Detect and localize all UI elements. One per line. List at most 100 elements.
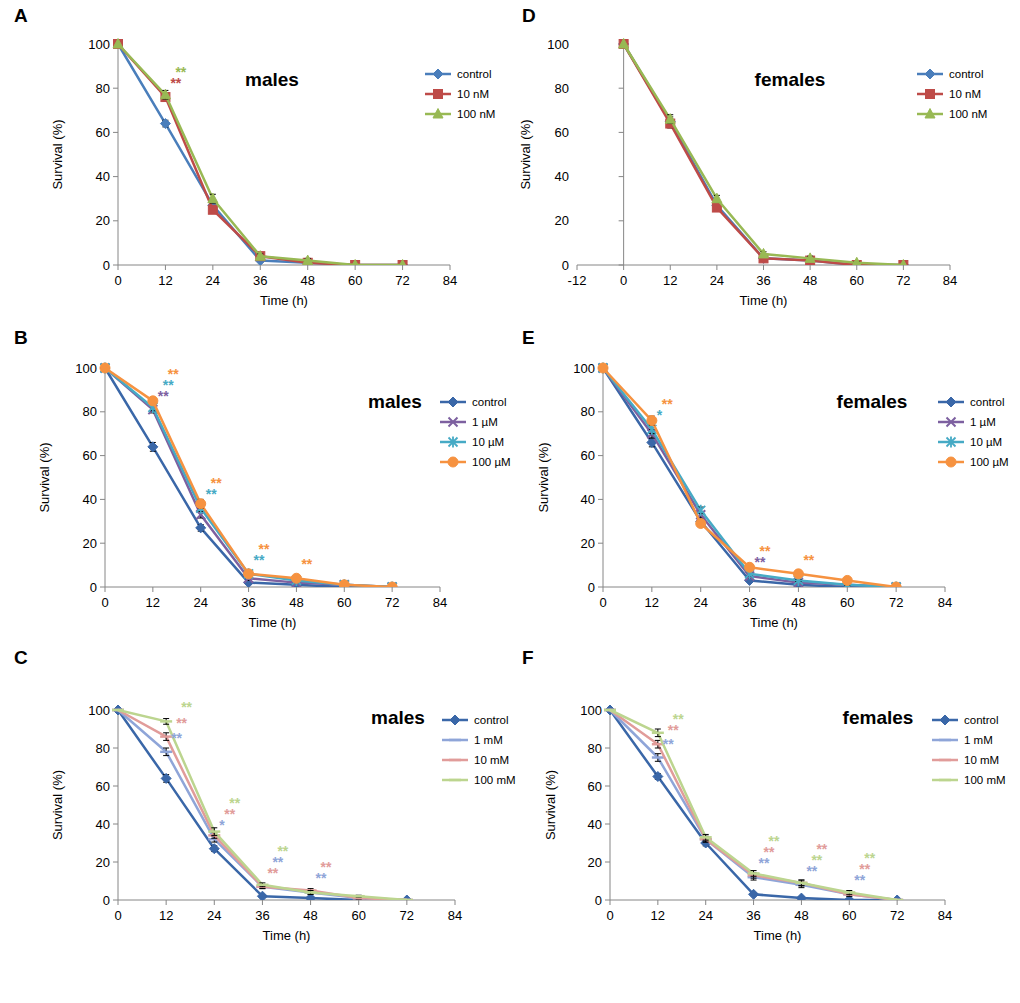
marker <box>101 364 110 373</box>
marker <box>209 844 219 854</box>
x-tick <box>355 265 356 270</box>
y-tick-label: 100 <box>573 361 595 376</box>
x-tick <box>896 587 897 592</box>
x-axis <box>610 900 945 901</box>
marker <box>793 569 803 579</box>
marker <box>842 575 852 585</box>
x-tick-label: 12 <box>651 908 665 923</box>
legend-line <box>932 739 958 742</box>
legend-marker <box>939 739 951 742</box>
marker <box>891 899 903 900</box>
y-tick-label: 40 <box>581 492 595 507</box>
x-tick-label: 60 <box>850 273 864 288</box>
marker <box>852 257 862 265</box>
x-tick-label: 12 <box>645 595 659 610</box>
y-tick-label: 80 <box>555 81 569 96</box>
marker <box>843 891 855 894</box>
legend-label: 100 mM <box>474 774 516 786</box>
y-tick-label: 80 <box>96 81 110 96</box>
x-tick <box>118 900 119 905</box>
legend-label: control <box>949 68 984 80</box>
marker <box>340 579 349 587</box>
y-tick-label: 60 <box>83 448 97 463</box>
marker <box>291 573 301 583</box>
plot-area <box>100 363 397 588</box>
y-axis <box>603 368 604 587</box>
marker <box>891 582 901 587</box>
marker <box>196 499 206 509</box>
marker <box>598 363 608 373</box>
x-tick-label: 24 <box>206 273 220 288</box>
legend-line <box>932 779 958 782</box>
x-axis-title: Time (h) <box>740 293 788 308</box>
x-axis-title: Time (h) <box>260 293 308 308</box>
x-tick-label: 60 <box>351 908 365 923</box>
series-line <box>118 44 403 265</box>
x-tick-label: 36 <box>756 273 770 288</box>
x-tick <box>798 587 799 592</box>
x-tick <box>260 265 261 270</box>
marker <box>796 893 806 900</box>
marker <box>160 89 170 99</box>
x-tick-label: 60 <box>840 595 854 610</box>
series-line <box>118 44 403 265</box>
y-tick <box>113 220 118 221</box>
marker <box>101 363 110 374</box>
legend-label: 1 µM <box>472 416 498 428</box>
panel: Ffemales012243648607284020406080100Time … <box>522 647 1006 943</box>
significance: ** <box>229 795 240 811</box>
y-tick <box>598 411 603 412</box>
x-tick-label: 84 <box>443 273 457 288</box>
legend-marker <box>449 418 458 427</box>
legend-marker <box>946 397 956 407</box>
marker <box>795 882 807 885</box>
x-tick-label: 60 <box>842 908 856 923</box>
y-axis-title: Survival (%) <box>50 119 65 189</box>
y-tick-label: 20 <box>83 536 97 551</box>
y-tick-label: 60 <box>96 125 110 140</box>
series-line <box>610 710 897 900</box>
significance: ** <box>321 859 332 875</box>
marker <box>257 891 267 900</box>
marker <box>604 709 616 712</box>
panel-label: E <box>522 327 535 348</box>
x-tick-label: 72 <box>385 595 399 610</box>
panel-label: F <box>522 647 534 668</box>
marker <box>891 582 901 587</box>
x-tick-label: 84 <box>938 595 952 610</box>
significance: ** <box>760 543 771 559</box>
x-tick <box>903 265 904 270</box>
y-tick <box>598 543 603 544</box>
y-tick <box>113 176 118 177</box>
marker <box>112 709 124 712</box>
panel-label: B <box>14 327 28 348</box>
x-tick <box>849 900 850 905</box>
legend-label: 100 nM <box>457 108 495 120</box>
x-tick-label: 48 <box>300 273 314 288</box>
x-tick <box>165 265 166 270</box>
x-tick-label: 12 <box>158 273 172 288</box>
x-tick <box>753 900 754 905</box>
plot-area <box>619 39 909 266</box>
panel: Amales012243648607284020406080100Time (h… <box>14 5 495 308</box>
marker <box>196 523 206 533</box>
x-tick-label: 0 <box>606 908 613 923</box>
x-tick <box>716 265 717 270</box>
x-tick-label: 84 <box>943 273 957 288</box>
x-tick-label: 24 <box>193 595 207 610</box>
plot-area <box>112 705 413 900</box>
y-tick <box>619 220 624 221</box>
x-tick <box>623 265 624 270</box>
marker <box>619 39 629 49</box>
legend-marker <box>448 457 458 467</box>
y-axis-title: Survival (%) <box>37 442 52 512</box>
legend-label: control <box>970 396 1005 408</box>
marker <box>208 205 217 214</box>
legend-marker <box>449 759 461 762</box>
y-tick-label: 100 <box>88 703 110 718</box>
y-tick-label: 80 <box>588 741 602 756</box>
marker <box>113 39 123 49</box>
legend-label: 10 µM <box>472 436 504 448</box>
series-line <box>603 368 896 587</box>
x-tick-label: 36 <box>241 595 255 610</box>
